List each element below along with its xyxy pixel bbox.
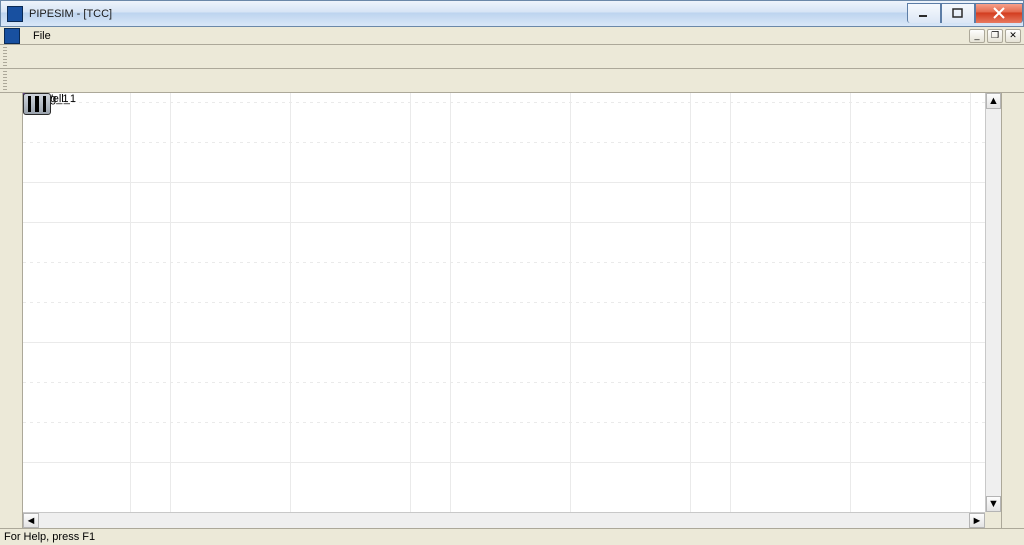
scrollbar-corner — [985, 512, 1001, 528]
vertical-scrollbar[interactable]: ▲ ▼ — [985, 93, 1001, 512]
workspace: N1 Tubing_1 VertWell_1 ▲ ▼ ◄ ► — [0, 93, 1024, 528]
right-toolbar — [1001, 93, 1024, 528]
vertwell-1[interactable] — [23, 93, 51, 115]
mdi-doc-icon[interactable] — [4, 28, 20, 44]
horizontal-scrollbar[interactable]: ◄ ► — [23, 512, 985, 528]
window-title: PIPESIM - [TCC] — [29, 8, 112, 20]
scroll-up-button[interactable]: ▲ — [986, 93, 1001, 109]
menu-file[interactable]: File — [26, 29, 58, 43]
minimize-button[interactable] — [907, 3, 941, 23]
status-text: For Help, press F1 — [4, 531, 95, 543]
app-icon — [7, 6, 23, 22]
status-bar: For Help, press F1 — [0, 528, 1024, 545]
close-button[interactable] — [975, 3, 1023, 23]
standard-toolbar — [0, 45, 1024, 69]
scroll-right-button[interactable]: ► — [969, 513, 985, 528]
menu-bar: File _ ❐ ✕ — [0, 27, 1024, 45]
scroll-left-button[interactable]: ◄ — [23, 513, 39, 528]
mdi-controls: _ ❐ ✕ — [969, 29, 1024, 43]
canvas-wrap: N1 Tubing_1 VertWell_1 ▲ ▼ ◄ ► — [23, 93, 1001, 528]
canvas[interactable]: N1 Tubing_1 VertWell_1 — [23, 93, 985, 512]
model-toolbar — [0, 69, 1024, 93]
grid-lines — [23, 93, 985, 512]
mdi-close-button[interactable]: ✕ — [1005, 29, 1021, 43]
window-buttons — [907, 5, 1023, 23]
grid-lines — [23, 93, 985, 512]
toolbar-grip[interactable] — [3, 71, 7, 91]
maximize-button[interactable] — [941, 3, 975, 23]
window-titlebar: PIPESIM - [TCC] — [0, 0, 1024, 27]
mdi-restore-button[interactable]: ❐ — [987, 29, 1003, 43]
toolbar-grip[interactable] — [3, 47, 7, 67]
scroll-down-button[interactable]: ▼ — [986, 496, 1001, 512]
left-toolbar — [0, 93, 23, 528]
mdi-minimize-button[interactable]: _ — [969, 29, 985, 43]
